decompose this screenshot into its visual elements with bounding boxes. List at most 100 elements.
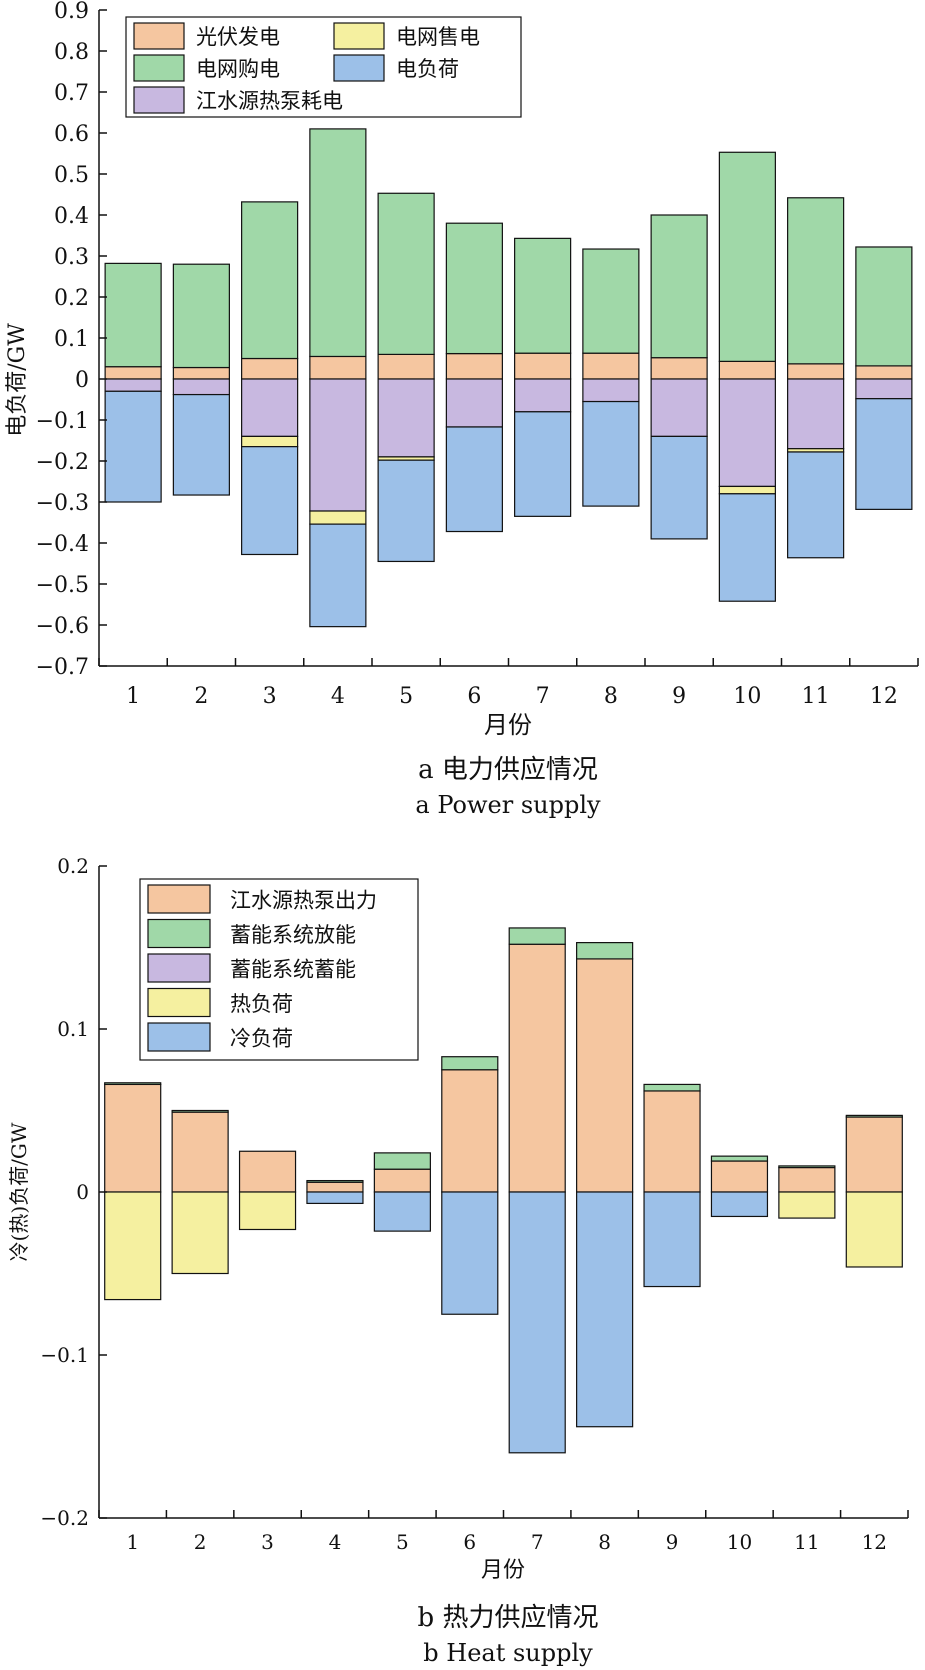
x-tick-label: 8 xyxy=(598,1530,611,1554)
bar-segment xyxy=(508,1191,566,1454)
bar-segment xyxy=(241,357,299,380)
legend-box xyxy=(125,16,522,118)
bar-segment xyxy=(508,943,566,1193)
bar-segment xyxy=(441,1056,499,1071)
x-tick-label: 10 xyxy=(733,684,761,709)
power-y-axis-label: 电负荷/GW xyxy=(5,323,30,437)
bar-segment xyxy=(377,459,435,563)
x-tick-label: 3 xyxy=(261,1530,274,1554)
bar-segment xyxy=(309,355,367,380)
bar-segment xyxy=(104,378,162,392)
bar-segment xyxy=(787,363,845,380)
bar-segment xyxy=(650,214,708,359)
y-tick-label: 0.2 xyxy=(54,286,89,311)
bar-segment xyxy=(718,378,776,488)
legend-swatch xyxy=(133,54,185,82)
heat-bars xyxy=(104,927,903,1454)
bar-segment xyxy=(845,1116,903,1193)
bar-segment xyxy=(309,510,367,525)
legend-label: 冷负荷 xyxy=(230,1026,293,1050)
y-tick-label: −0.1 xyxy=(36,409,89,434)
bar-segment xyxy=(855,246,913,367)
legend-label: 电网购电 xyxy=(196,57,280,81)
bar-segment xyxy=(104,1082,162,1086)
y-tick-label: 0.1 xyxy=(54,327,89,352)
x-tick-label: 4 xyxy=(329,1530,342,1554)
bar-segment xyxy=(787,378,845,450)
y-tick-label: 0.8 xyxy=(54,40,89,65)
bar-segment xyxy=(377,192,435,356)
legend-swatch xyxy=(133,86,185,114)
legend-label: 热负荷 xyxy=(230,992,293,1016)
bar-segment xyxy=(576,958,634,1193)
power-caption-cn: a 电力供应情况 xyxy=(418,755,598,785)
bar-segment xyxy=(582,400,640,507)
bar-segment xyxy=(373,1191,431,1232)
x-tick-label: 9 xyxy=(666,1530,679,1554)
y-tick-label: −0.2 xyxy=(40,1506,89,1530)
bar-segment xyxy=(845,1114,903,1118)
legend-label: 电网售电 xyxy=(396,25,480,49)
x-tick-label: 2 xyxy=(194,684,208,709)
power-caption-en: a Power supply xyxy=(415,791,601,819)
power-x-ticks: 1 2 3 4 5 6 7 8 9 10 11 12 xyxy=(98,658,919,709)
bar-segment xyxy=(241,446,299,556)
bar-segment xyxy=(576,942,634,960)
heat-y-ticks: 0.2 0.1 0 −0.1 −0.2 xyxy=(40,854,107,1530)
bar-segment xyxy=(445,378,503,428)
legend-swatch xyxy=(147,953,211,983)
x-tick-label: 11 xyxy=(794,1530,819,1554)
y-tick-label: 0.9 xyxy=(54,0,89,24)
bar-segment xyxy=(445,352,503,380)
x-tick-label: 11 xyxy=(802,684,830,709)
bar-segment xyxy=(650,435,708,540)
y-tick-label: −0.2 xyxy=(36,450,89,475)
bar-segment xyxy=(441,1069,499,1193)
x-tick-label: 7 xyxy=(531,1530,544,1554)
y-tick-label: 0.4 xyxy=(54,204,89,229)
bar-segment xyxy=(172,378,230,396)
x-tick-label: 2 xyxy=(194,1530,207,1554)
bar-segment xyxy=(306,1191,364,1205)
bar-segment xyxy=(576,1191,634,1428)
legend-swatch xyxy=(147,987,211,1018)
bar-segment xyxy=(104,390,162,503)
y-tick-label: 0.3 xyxy=(54,245,89,270)
y-tick-label: 0.7 xyxy=(54,81,89,106)
y-tick-label: 0 xyxy=(76,1180,89,1204)
bar-segment xyxy=(104,262,162,368)
x-tick-label: 1 xyxy=(126,684,140,709)
legend-label: 蓄能系统放能 xyxy=(230,923,356,947)
x-tick-label: 5 xyxy=(399,684,413,709)
bar-segment xyxy=(787,197,845,365)
bar-segment xyxy=(710,1155,769,1162)
bar-segment xyxy=(845,1191,903,1268)
bar-segment xyxy=(855,398,913,510)
bar-segment xyxy=(306,1181,364,1193)
x-tick-label: 4 xyxy=(331,684,345,709)
x-tick-label: 7 xyxy=(536,684,550,709)
bar-segment xyxy=(514,237,572,354)
x-tick-label: 6 xyxy=(463,1530,476,1554)
bar-segment xyxy=(582,248,640,354)
bar-segment xyxy=(718,360,776,380)
x-tick-label: 5 xyxy=(396,1530,409,1554)
bar-segment xyxy=(643,1083,701,1092)
heat-y-axis-label: 冷(热)负荷/GW xyxy=(7,1122,31,1261)
bar-segment xyxy=(855,365,913,380)
power-x-axis-label: 月份 xyxy=(484,711,532,739)
legend-swatch xyxy=(147,918,211,949)
bar-segment xyxy=(787,451,845,559)
bar-segment xyxy=(441,1191,499,1315)
x-tick-label: 9 xyxy=(672,684,686,709)
bar-segment xyxy=(650,378,708,438)
legend-label: 江水源热泵耗电 xyxy=(196,89,343,113)
y-tick-label: −0.1 xyxy=(40,1343,89,1367)
bar-segment xyxy=(514,352,572,380)
bar-segment xyxy=(650,357,708,380)
bar-segment xyxy=(104,366,162,380)
y-tick-label: 0.2 xyxy=(57,854,89,878)
legend-swatch xyxy=(133,22,185,50)
